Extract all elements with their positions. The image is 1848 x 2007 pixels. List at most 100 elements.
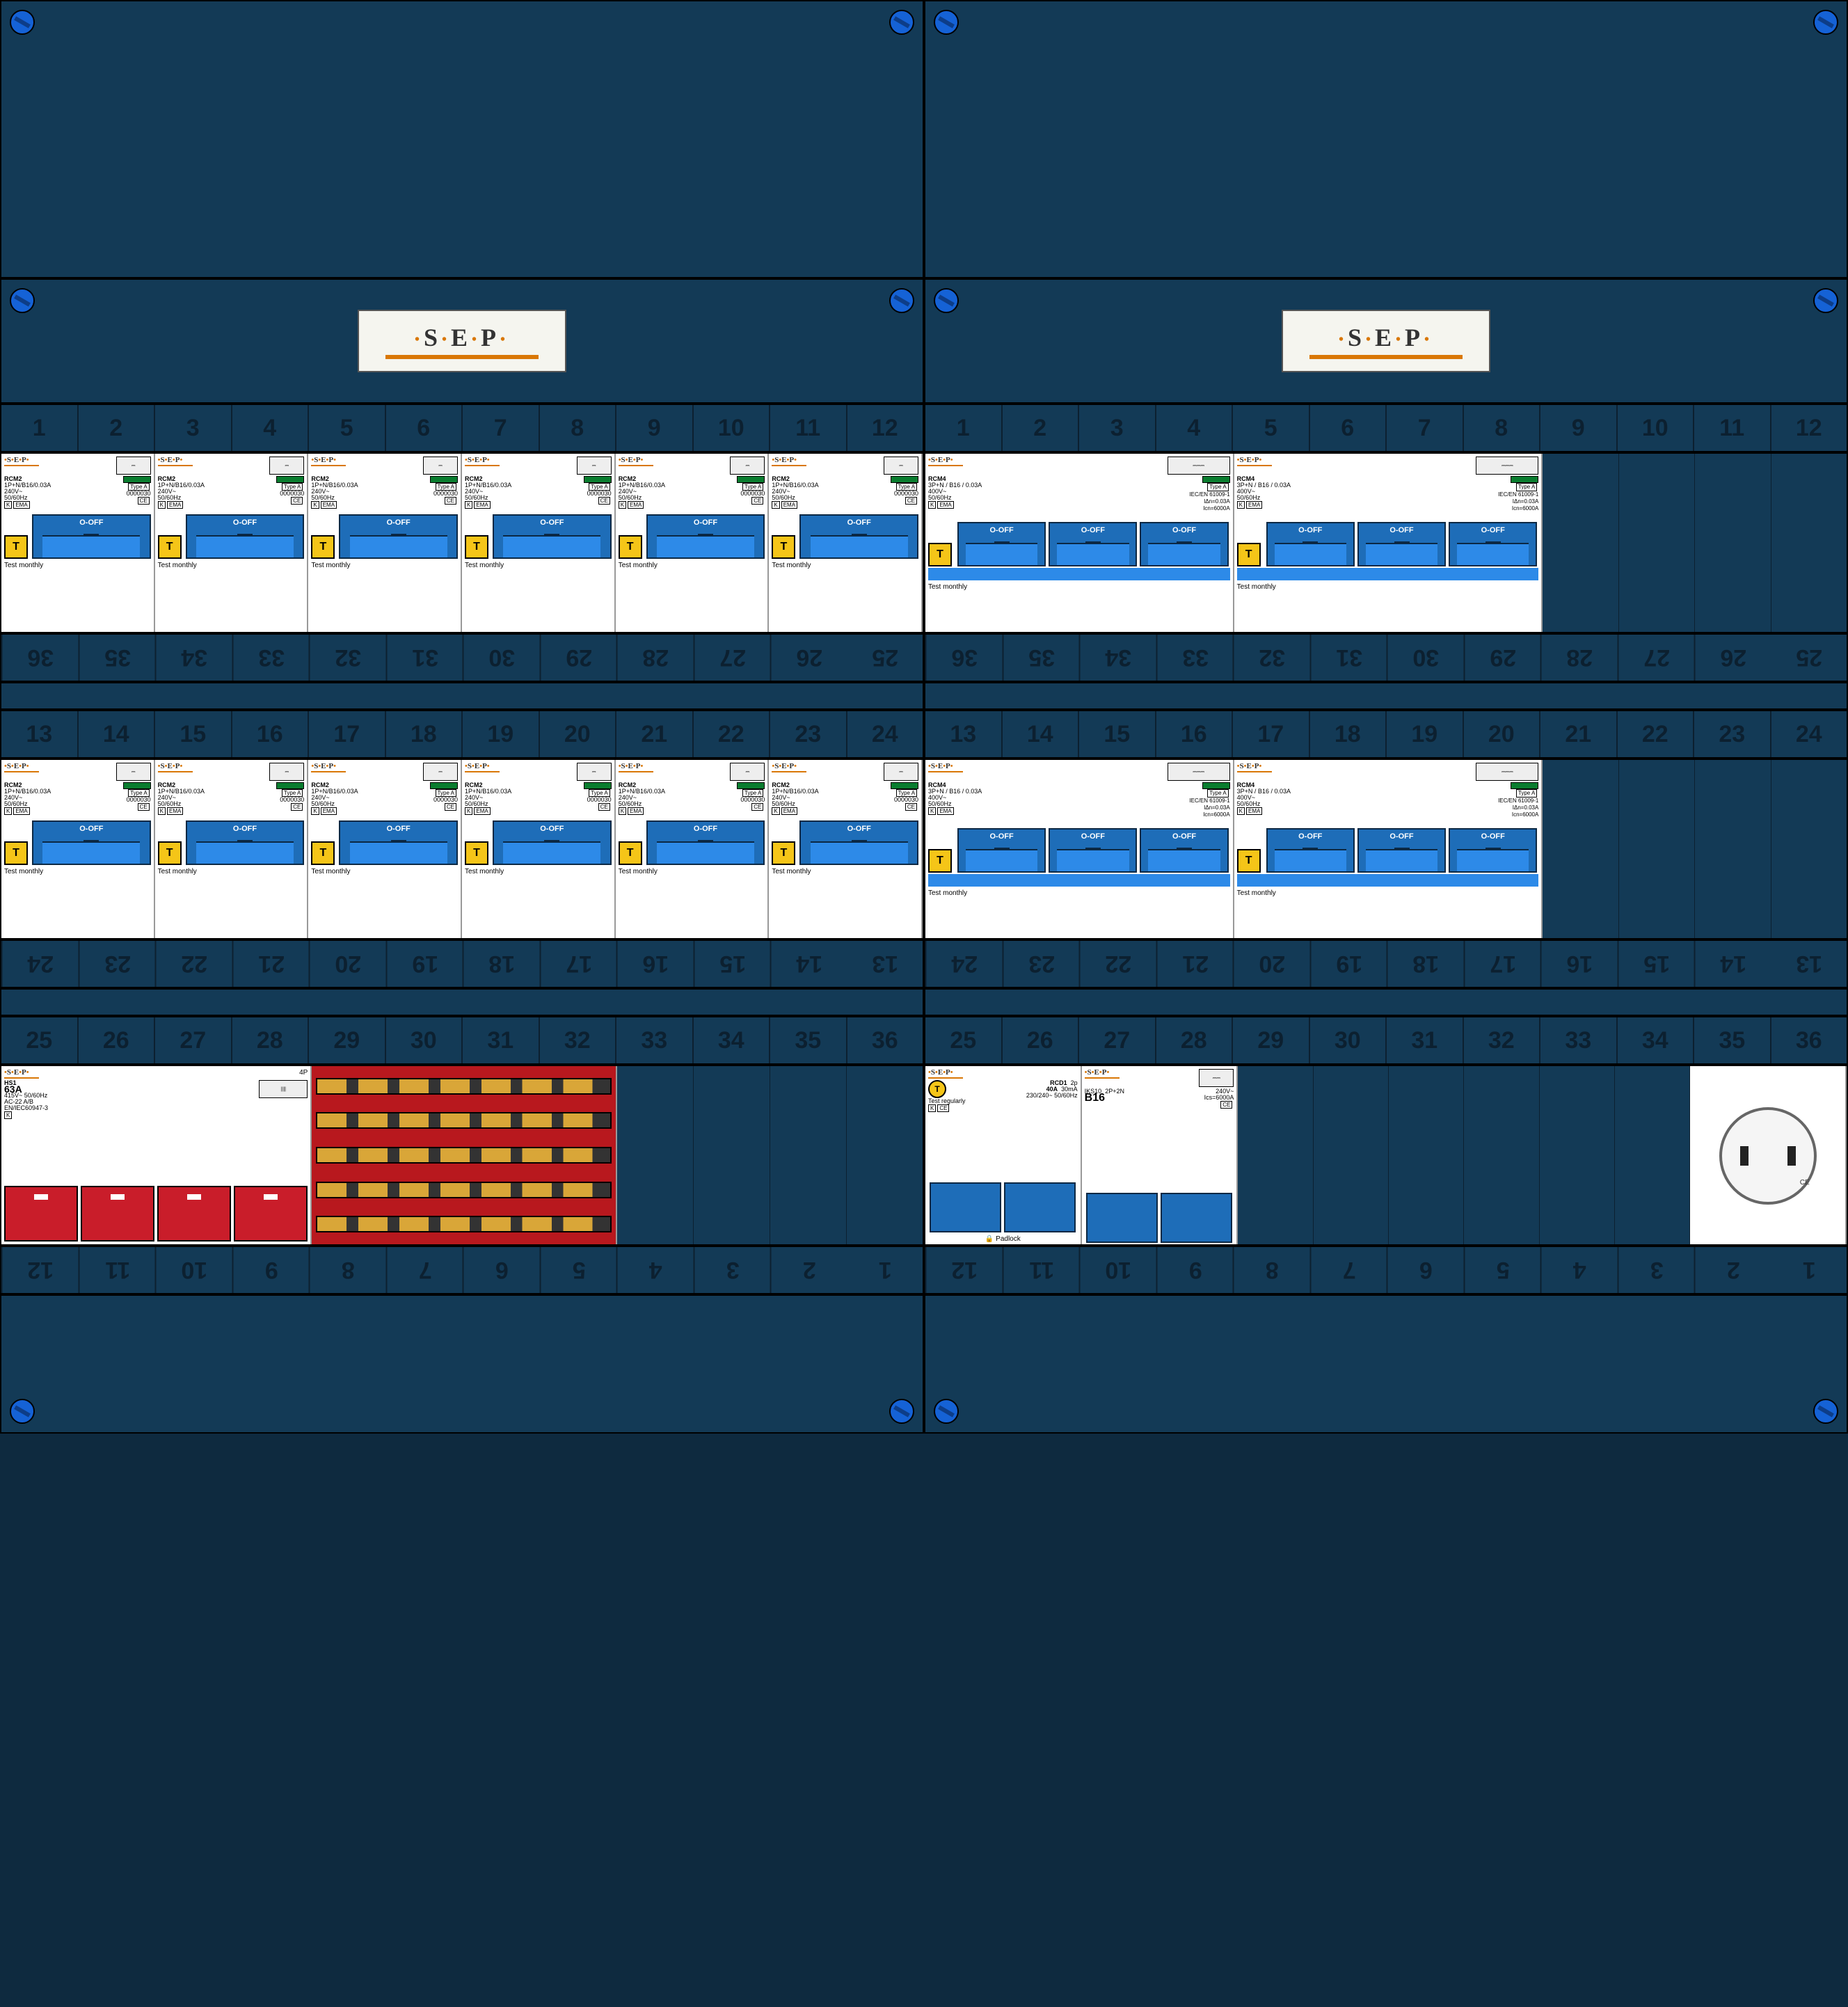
test-button[interactable]: T: [465, 535, 488, 559]
empty-slot: [1771, 760, 1847, 938]
main-switch-lever[interactable]: [81, 1186, 154, 1242]
link-bar: [928, 874, 1230, 887]
breaker-toggle[interactable]: O-OFF: [32, 514, 151, 559]
slot-number: 3: [694, 1247, 771, 1293]
ema-mark-icon: EMA: [167, 501, 183, 509]
slot-number: 1: [1, 405, 79, 451]
freq-label: 50/60Hz: [619, 801, 665, 807]
circuit-diagram-icon: ⎓: [730, 457, 765, 475]
ce-mark-icon: CE: [937, 1104, 949, 1112]
test-instruction: Test monthly: [311, 868, 458, 875]
circuit-diagram-icon: ⎓: [730, 763, 765, 781]
breaker-toggle[interactable]: O-OFF: [186, 514, 305, 559]
main-switch-lever[interactable]: [157, 1186, 231, 1242]
rcd-toggle[interactable]: [1004, 1182, 1076, 1232]
mcb-toggle[interactable]: [1086, 1193, 1158, 1243]
test-button[interactable]: T: [311, 535, 335, 559]
indicator-green: [1202, 476, 1230, 483]
curve-label: B16: [1085, 1095, 1124, 1101]
screw-icon: [889, 288, 914, 313]
main-switch-lever[interactable]: [4, 1186, 78, 1242]
brand-mini: •S•E•P•: [311, 457, 346, 466]
breaker-toggle[interactable]: O-OFF: [1449, 522, 1537, 566]
breaker-toggle[interactable]: O-OFF: [1357, 828, 1446, 873]
freq-label: 50/60Hz: [1237, 801, 1291, 807]
breaker-toggle[interactable]: O-OFF: [1140, 828, 1228, 873]
main-switch-lever[interactable]: [234, 1186, 308, 1242]
slot-number: 5: [309, 405, 386, 451]
breaker-toggle[interactable]: O-OFF: [186, 820, 305, 865]
cert-number: 0000030: [280, 797, 304, 803]
slot-number: 32: [1233, 635, 1310, 681]
rcd-toggle[interactable]: [930, 1182, 1001, 1232]
breaker-toggle[interactable]: O-OFF: [1266, 522, 1355, 566]
ema-mark-icon: EMA: [474, 807, 490, 815]
ema-mark-icon: EMA: [628, 501, 644, 509]
test-button[interactable]: T: [772, 841, 795, 865]
test-button[interactable]: T: [928, 1080, 946, 1098]
slot-number: 23: [770, 711, 847, 757]
freq-label: 50/60Hz: [4, 495, 51, 501]
breaker-toggle[interactable]: O-OFF: [957, 828, 1046, 873]
slot-number: 16: [232, 711, 310, 757]
breaker-toggle[interactable]: O-OFF: [1140, 522, 1228, 566]
breaker-toggle[interactable]: O-OFF: [799, 514, 918, 559]
slot-number: 21: [616, 711, 694, 757]
slot-number: 16: [616, 941, 694, 987]
breaker-toggle[interactable]: O-OFF: [1049, 522, 1137, 566]
slot-number: 19: [386, 941, 463, 987]
test-button[interactable]: T: [928, 849, 952, 873]
breaker-toggle[interactable]: O-OFF: [1357, 522, 1446, 566]
slot-number: 2: [1694, 1247, 1771, 1293]
test-button[interactable]: T: [1237, 849, 1261, 873]
brand-mini: •S•E•P•: [4, 763, 39, 772]
test-button[interactable]: T: [1237, 543, 1261, 566]
slot-number: 20: [540, 711, 617, 757]
test-button[interactable]: T: [619, 841, 642, 865]
test-instruction: Test monthly: [311, 562, 458, 569]
breaker-toggle[interactable]: O-OFF: [339, 514, 458, 559]
mcb-toggle[interactable]: [1161, 1193, 1232, 1243]
breaker-toggle[interactable]: O-OFF: [339, 820, 458, 865]
type-label: Type A: [1516, 483, 1537, 491]
breaker-toggle[interactable]: O-OFF: [1449, 828, 1537, 873]
k-mark-icon: K: [4, 1111, 12, 1119]
breaker-toggle[interactable]: O-OFF: [646, 820, 765, 865]
breaker-toggle[interactable]: O-OFF: [493, 514, 612, 559]
test-button[interactable]: T: [928, 543, 952, 566]
empty-slot: [1619, 454, 1695, 632]
rcbo-rcm2: •S•E•P•⎓ RCM2 1P+N/B16/0.03A 240V~ 50/60…: [308, 760, 462, 938]
iec-label: IEC/EN 61009-1: [1189, 491, 1229, 498]
test-button[interactable]: T: [4, 535, 28, 559]
breaker-toggle[interactable]: O-OFF: [646, 514, 765, 559]
indicator-green: [123, 476, 151, 483]
brand-badge: •S•E•P•: [1282, 310, 1490, 372]
power-socket[interactable]: CE: [1690, 1066, 1847, 1244]
test-button[interactable]: T: [158, 535, 182, 559]
breaker-toggle[interactable]: O-OFF: [1266, 828, 1355, 873]
test-button[interactable]: T: [158, 841, 182, 865]
circuit-diagram-icon: ⎓⎓⎓: [1168, 763, 1230, 781]
test-button[interactable]: T: [311, 841, 335, 865]
indicator-green: [737, 476, 765, 483]
breaker-toggle[interactable]: O-OFF: [1049, 828, 1137, 873]
number-strip: 123456789101112: [924, 404, 1848, 452]
slot-number: 36: [925, 635, 1003, 681]
breaker-toggle[interactable]: O-OFF: [957, 522, 1046, 566]
test-button[interactable]: T: [465, 841, 488, 865]
screw-icon: [934, 1399, 959, 1424]
test-button[interactable]: T: [619, 535, 642, 559]
breaker-toggle[interactable]: O-OFF: [799, 820, 918, 865]
slot-number: 31: [1387, 1017, 1464, 1063]
busbar-row: [316, 1216, 611, 1232]
breaker-toggle[interactable]: O-OFF: [493, 820, 612, 865]
slot-number: 36: [1771, 1017, 1847, 1063]
breaker-toggle[interactable]: O-OFF: [32, 820, 151, 865]
slot-number: 26: [770, 635, 847, 681]
slot-number: 25: [1771, 635, 1847, 681]
slot-number: 6: [386, 405, 463, 451]
test-button[interactable]: T: [4, 841, 28, 865]
circuit-diagram-icon: ⎓⎓⎓: [1476, 457, 1538, 475]
test-button[interactable]: T: [772, 535, 795, 559]
slot-number: 35: [770, 1017, 847, 1063]
